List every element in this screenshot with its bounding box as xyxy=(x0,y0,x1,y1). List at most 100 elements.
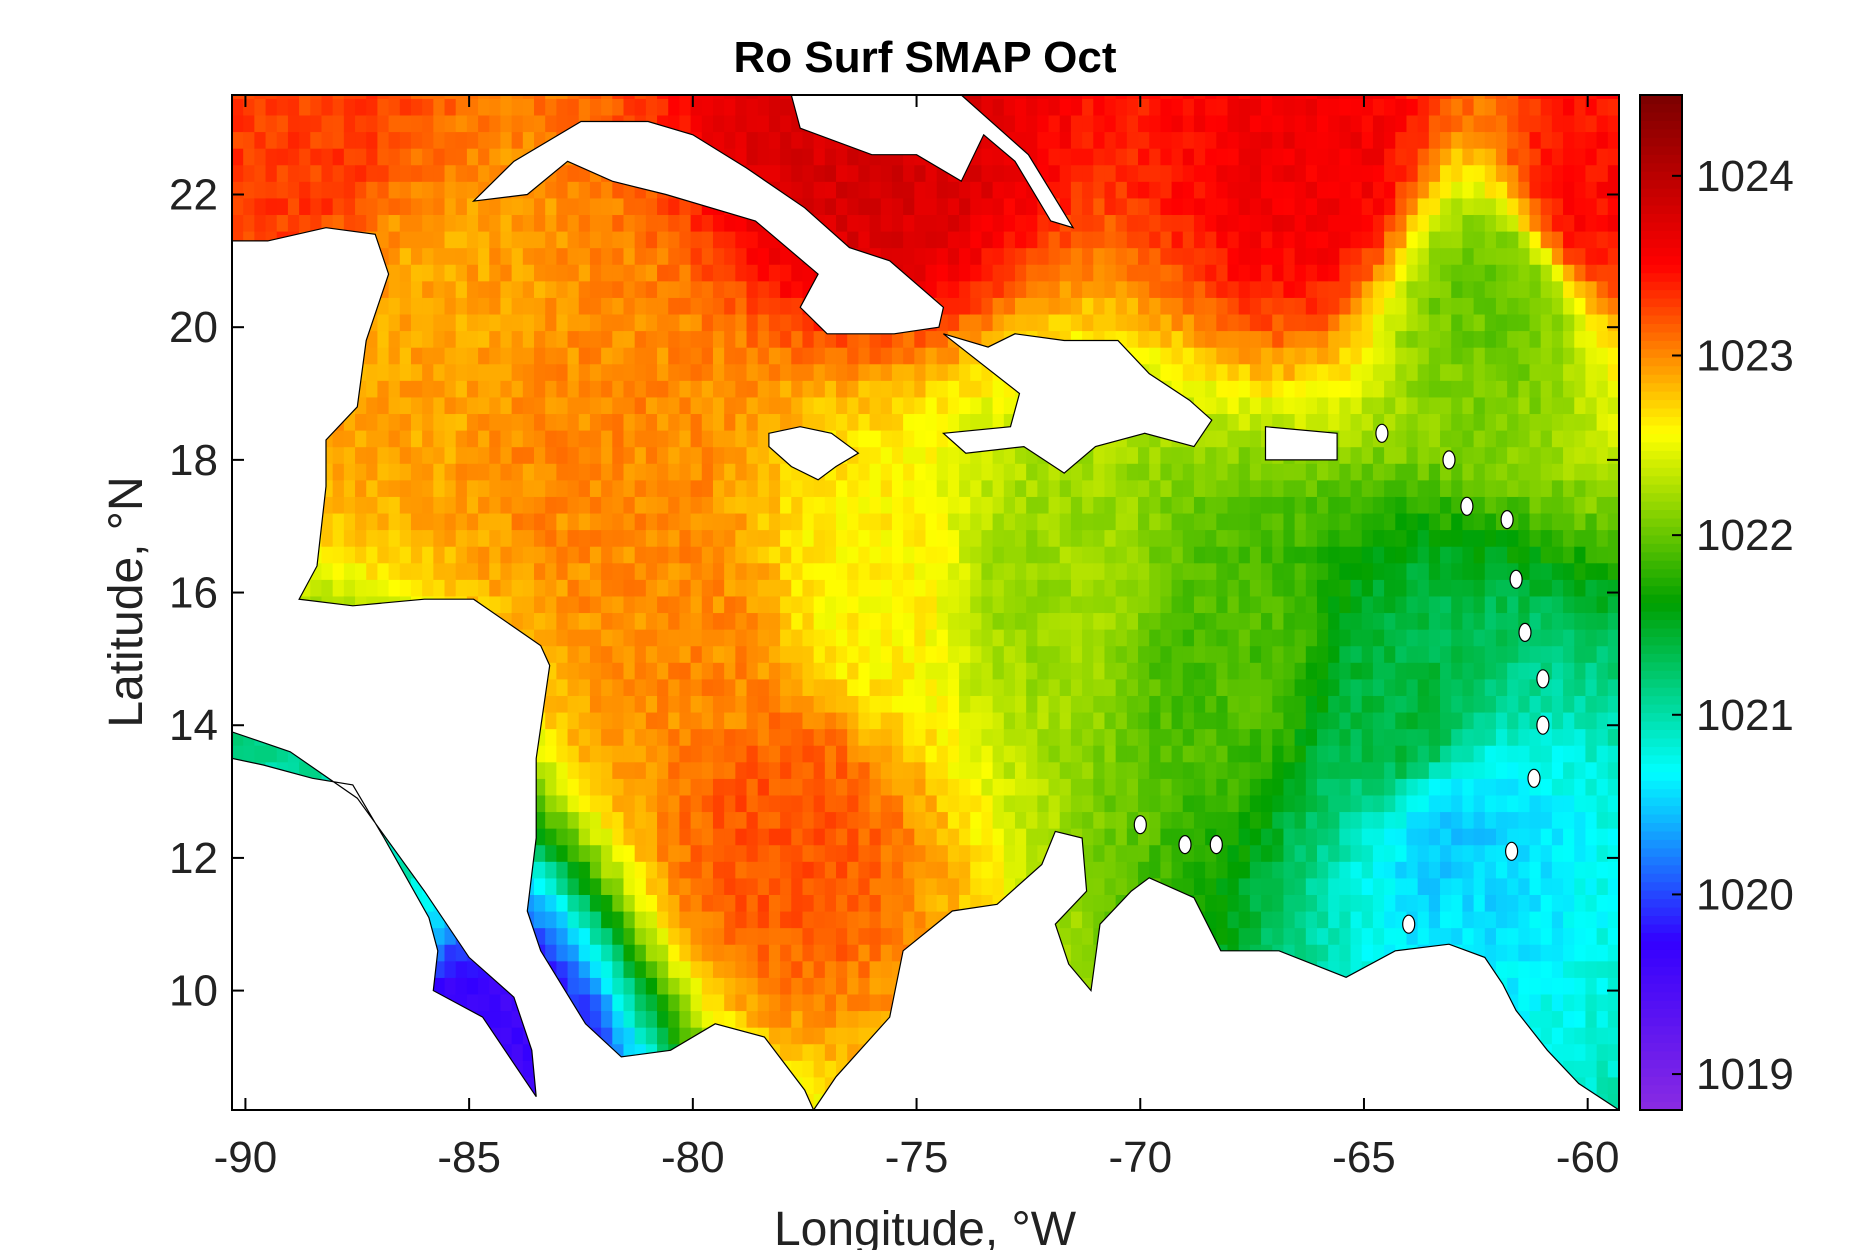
heatmap-cell xyxy=(444,197,457,216)
heatmap-cell xyxy=(355,512,367,531)
heatmap-cell xyxy=(712,313,725,332)
heatmap-cell xyxy=(545,380,557,398)
heatmap-cell xyxy=(768,811,781,829)
heatmap-cell xyxy=(1082,678,1094,696)
heatmap-cell xyxy=(690,579,703,597)
heatmap-cell xyxy=(992,711,1005,730)
heatmap-cell xyxy=(735,463,748,481)
heatmap-cell xyxy=(589,877,602,895)
heatmap-cell xyxy=(1070,181,1083,199)
heatmap-cell xyxy=(444,960,457,978)
heatmap-cell xyxy=(690,811,703,829)
heatmap-cell xyxy=(1104,181,1117,199)
heatmap-cell xyxy=(858,579,871,597)
heatmap-cell xyxy=(947,811,960,829)
heatmap-cell xyxy=(880,512,893,531)
heatmap-cell xyxy=(712,944,725,962)
heatmap-cell xyxy=(589,678,602,696)
heatmap-cell xyxy=(466,463,479,481)
heatmap-cell xyxy=(690,745,703,763)
heatmap-cell xyxy=(567,861,580,879)
heatmap-cell xyxy=(914,894,927,912)
heatmap-cell xyxy=(903,546,915,564)
heatmap-cell xyxy=(634,1043,647,1061)
heatmap-cell xyxy=(634,844,647,862)
heatmap-cell xyxy=(981,446,994,464)
heatmap-cell xyxy=(388,214,401,232)
heatmap-cell xyxy=(903,894,915,912)
heatmap-cell xyxy=(534,297,546,315)
heatmap-cell xyxy=(657,861,669,879)
heatmap-cell xyxy=(925,595,938,614)
heatmap-cell xyxy=(623,363,636,381)
heatmap-cell xyxy=(891,645,904,663)
heatmap-cell xyxy=(1070,645,1083,663)
heatmap-cell xyxy=(567,214,580,232)
heatmap-cell xyxy=(712,761,725,779)
heatmap-cell xyxy=(791,529,804,547)
heatmap-cell xyxy=(735,944,748,962)
heatmap-cell xyxy=(914,197,927,216)
heatmap-cell xyxy=(1003,562,1016,580)
heatmap-cell xyxy=(1003,745,1016,763)
heatmap-cell xyxy=(444,579,457,597)
heatmap-cell xyxy=(612,629,625,647)
heatmap-cell xyxy=(925,330,938,348)
heatmap-cell xyxy=(791,711,804,730)
heatmap-cell xyxy=(612,313,625,332)
heatmap-cell xyxy=(534,877,546,895)
heatmap-cell xyxy=(869,1010,882,1028)
heatmap-cell xyxy=(410,330,423,348)
heatmap-cell xyxy=(545,778,557,796)
heatmap-cell xyxy=(1093,861,1106,879)
heatmap-cell xyxy=(869,629,882,647)
heatmap-cell xyxy=(589,645,602,663)
heatmap-cell xyxy=(265,181,278,199)
heatmap-cell xyxy=(858,645,871,663)
heatmap-cell xyxy=(567,993,580,1012)
heatmap-cell xyxy=(701,297,714,315)
heatmap-cell xyxy=(701,794,714,813)
heatmap-cell xyxy=(858,197,871,216)
heatmap-cell xyxy=(891,877,904,895)
heatmap-cell xyxy=(791,1060,804,1078)
heatmap-cell xyxy=(567,181,580,199)
heatmap-cell xyxy=(545,844,557,862)
heatmap-cell xyxy=(422,114,434,133)
heatmap-cell xyxy=(254,745,267,763)
heatmap-cell xyxy=(1070,479,1083,497)
heatmap-cell xyxy=(757,330,770,348)
heatmap-cell xyxy=(813,396,826,415)
heatmap-cell xyxy=(601,761,613,779)
heatmap-cell xyxy=(891,148,904,166)
heatmap-cell xyxy=(377,579,390,597)
heatmap-cell xyxy=(757,927,770,945)
heatmap-cell xyxy=(992,380,1005,398)
heatmap-cell xyxy=(1026,114,1038,133)
heatmap-cell xyxy=(545,413,557,431)
heatmap-cell xyxy=(623,794,636,813)
heatmap-cell xyxy=(1115,877,1128,895)
heatmap-cell xyxy=(903,181,915,199)
heatmap-cell xyxy=(332,95,345,99)
heatmap-cell xyxy=(444,347,457,365)
heatmap-cell xyxy=(1048,794,1061,813)
heatmap-cell xyxy=(925,430,938,448)
heatmap-cell xyxy=(276,745,289,763)
heatmap-cell xyxy=(891,430,904,448)
heatmap-cell xyxy=(1014,794,1027,813)
heatmap-cell xyxy=(601,430,613,448)
heatmap-cell xyxy=(1014,844,1027,862)
heatmap-cell xyxy=(511,562,524,580)
heatmap-cell xyxy=(947,695,960,713)
heatmap-cell xyxy=(657,413,669,431)
heatmap-cell xyxy=(589,181,602,199)
heatmap-cell xyxy=(500,347,513,365)
heatmap-cell xyxy=(1059,562,1072,580)
heatmap-cell xyxy=(858,380,871,398)
heatmap-cell xyxy=(712,131,725,149)
heatmap-cell xyxy=(712,430,725,448)
heatmap-cell xyxy=(735,977,748,995)
heatmap-cell xyxy=(858,711,871,730)
heatmap-cell xyxy=(478,181,490,199)
